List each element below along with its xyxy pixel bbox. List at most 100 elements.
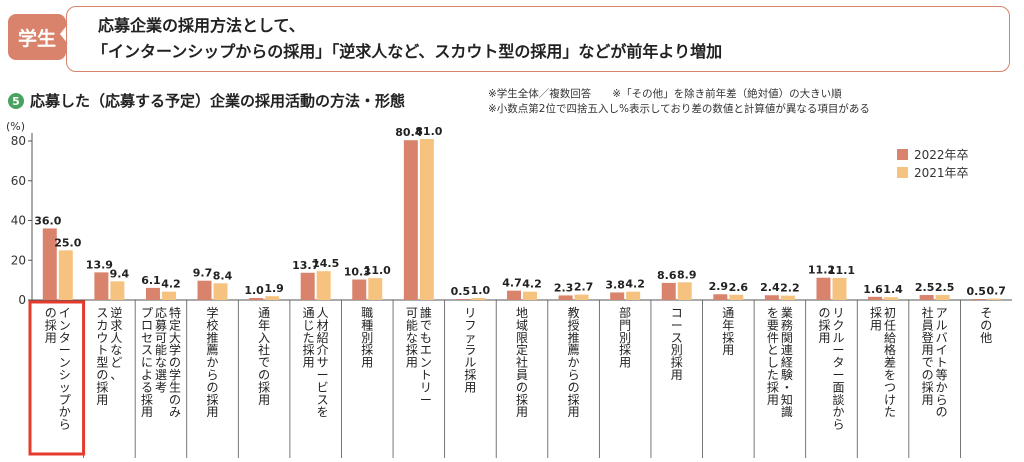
category-label-char: 型 (96, 356, 108, 370)
bar-2022 (610, 292, 625, 300)
category-label-char: 採 (141, 393, 153, 407)
data-label-2022: 0.5 (966, 285, 986, 298)
category-label-char: ァ (464, 331, 476, 345)
category-label-char: ス (671, 331, 683, 345)
data-label-2021: 2.5 (935, 281, 955, 294)
category-label-char: ル (832, 331, 844, 345)
category-label-char: 用 (361, 356, 373, 370)
data-label-2021: 1.9 (264, 282, 284, 295)
data-label-2022: 2.9 (709, 280, 729, 293)
legend-label-2021: 2021年卒 (914, 165, 969, 180)
category-label-char: 採 (619, 343, 631, 357)
category-label-char: ス (317, 393, 329, 407)
data-label-2021: 0.7 (986, 285, 1006, 298)
data-label-2021: 4.2 (625, 278, 645, 291)
category-label-char: も (420, 331, 432, 345)
category-label-char: 件 (767, 331, 779, 345)
category-label-char: 員 (922, 318, 934, 332)
bar-2022 (403, 140, 418, 300)
category-label-char: た (884, 405, 896, 419)
category-label-char: 可 (155, 331, 167, 345)
category-label-char: を (317, 405, 329, 419)
category-label-char: 学 (207, 305, 219, 320)
category-label-char: な (110, 343, 122, 357)
category-label-char: 通 (303, 306, 315, 320)
legend-swatch-2021 (897, 166, 908, 178)
category-label-char: ン (59, 356, 71, 370)
category-label-char: 経 (781, 356, 793, 370)
category-label-char: 能 (155, 343, 167, 357)
category-label-char: シ (59, 368, 71, 382)
category-label-char: に (141, 356, 153, 370)
category-label-char: ラ (464, 343, 476, 357)
bar-2021 (471, 298, 486, 300)
category-label-char: 差 (884, 356, 896, 370)
category-label-char: ら (59, 418, 71, 432)
category-label-char: ル (464, 356, 476, 370)
category-label-char: エ (420, 343, 432, 357)
category-label-char: で (420, 318, 432, 332)
category-label-char: 域 (516, 318, 528, 332)
bar-2021 (368, 278, 383, 300)
bar-2022 (300, 272, 315, 300)
category-label-char: 考 (155, 380, 167, 394)
category-label-char: 採 (303, 343, 315, 357)
category-label-char: 推 (568, 331, 580, 345)
y-tick-label: 20 (11, 253, 26, 267)
category-label-char: コ (671, 306, 683, 320)
category-label-char: 採 (45, 318, 57, 332)
category-label-char: か (207, 356, 219, 370)
category-label-char: 介 (317, 343, 329, 357)
data-label-2022: 36.0 (34, 214, 61, 227)
data-label-2022: 80.4 (395, 126, 422, 139)
category-label-char: 社 (258, 342, 270, 357)
category-label-char: 定 (169, 317, 181, 332)
category-label-char: 通 (722, 306, 734, 320)
category-label-char: 等 (936, 368, 948, 382)
category-label-char: 知 (781, 393, 793, 407)
category-label-char: じ (303, 318, 315, 332)
category-label-char: セ (141, 331, 153, 345)
bar-2021 (316, 271, 331, 300)
data-label-2021: 14.5 (312, 257, 339, 270)
category-label-char: 採 (818, 318, 830, 332)
category-label-char: 採 (870, 306, 882, 320)
category-label-char: 社 (516, 355, 528, 370)
category-label-char: 任 (884, 318, 896, 332)
category-label-char: タ (832, 356, 844, 370)
category-label-char: な (406, 331, 418, 345)
bar-2021 (574, 294, 589, 300)
category-label-char: 別 (619, 331, 631, 345)
category-label-char: か (936, 380, 948, 394)
data-label-2021: 1.0 (471, 284, 491, 297)
category-label-char: プ (141, 306, 153, 320)
category-label-char: ら (936, 393, 948, 407)
bar-2022 (249, 298, 264, 300)
category-label-char: る (141, 380, 153, 394)
category-label-char: ト (936, 356, 948, 370)
category-label-char: 教 (568, 305, 580, 320)
category-label-char: ウ (96, 331, 108, 345)
y-axis-unit: (%) (6, 120, 26, 133)
data-label-2022: 13.9 (86, 258, 113, 271)
data-label-2022: 2.5 (915, 281, 935, 294)
category-label-char: 募 (155, 318, 167, 332)
category-label-char: バ (936, 331, 948, 345)
category-label-char: 種 (361, 318, 373, 332)
bar-2021 (265, 296, 280, 300)
category-label-char: 採 (96, 380, 108, 394)
bar-2021 (884, 297, 899, 300)
category-label-char: 用 (922, 343, 934, 357)
category-label-char: ン (59, 318, 71, 332)
category-label-char: ト (420, 368, 432, 382)
category-label-char: の (936, 405, 948, 419)
category-label-char: 採 (767, 380, 779, 394)
headline-line1: 応募企業の採用方法として、 (98, 16, 305, 35)
category-label-char: ト (96, 343, 108, 357)
category-label-char: 業 (781, 306, 793, 320)
category-label-char: カ (96, 318, 108, 332)
category-label-char: 験 (781, 367, 793, 382)
category-label-char: 用 (516, 405, 528, 419)
category-label-char: な (155, 356, 167, 370)
